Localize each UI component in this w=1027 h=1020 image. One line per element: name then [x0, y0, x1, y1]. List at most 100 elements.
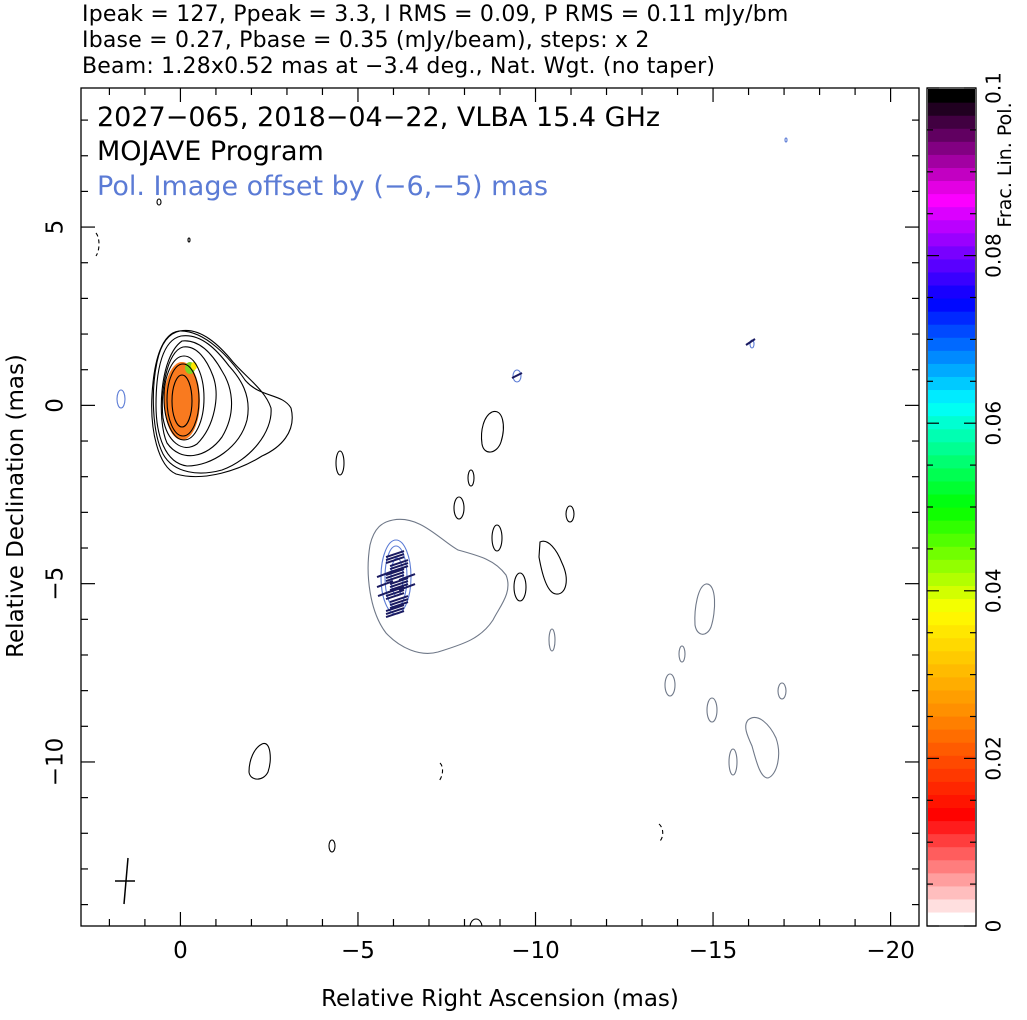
colorbar-step — [928, 337, 975, 351]
evpa-stick — [385, 553, 405, 562]
noise-contour — [453, 496, 465, 520]
colorbar-step — [928, 716, 975, 730]
evpa-stick — [389, 601, 409, 610]
header-beam-line: Beam: 1.28x0.52 mas at −3.4 deg., Nat. W… — [82, 54, 716, 79]
colorbar-step — [928, 128, 975, 142]
colorbar-step — [928, 846, 975, 861]
colorbar-step — [928, 885, 975, 900]
y-axis-label: Relative Declination (mas) — [3, 354, 29, 658]
plot-subtitle: MOJAVE Program — [97, 136, 324, 167]
colorbar-step — [928, 624, 975, 639]
colorbar-step — [928, 167, 975, 182]
colorbar-step — [928, 833, 975, 848]
colorbar-step — [928, 898, 975, 913]
x-tick-label: 0 — [173, 938, 188, 964]
noise-contour — [95, 232, 100, 257]
colorbar-step — [928, 585, 975, 600]
noise-contour — [538, 540, 567, 595]
colorbar-step — [928, 781, 975, 795]
noise-contour — [467, 469, 475, 487]
noise-contour — [513, 572, 527, 602]
noise-contour — [335, 450, 345, 476]
colorbar-step — [928, 533, 975, 547]
colorbar-step — [928, 245, 975, 260]
colorbar-step — [928, 441, 975, 456]
colorbar — [928, 89, 975, 926]
core-contour — [171, 374, 193, 428]
plot-title: 2027−065, 2018−04−22, VLBA 15.4 GHz — [97, 102, 661, 133]
noise-contour — [658, 823, 664, 843]
colorbar-step — [928, 284, 975, 299]
evpa-stick — [389, 595, 409, 604]
evpa-stick — [385, 607, 405, 616]
core-contour — [152, 329, 272, 474]
noise-contour — [328, 839, 336, 853]
pol-noise-contour — [784, 137, 788, 143]
colorbar-step — [928, 807, 975, 822]
x-tick-label: −5 — [341, 938, 375, 964]
noise-contour — [156, 198, 162, 206]
colorbar-step — [928, 702, 975, 717]
evpa-stick — [376, 570, 394, 579]
y-tick-label: −10 — [43, 738, 69, 787]
colorbar-label: Frac. Lin. Pol. — [994, 102, 1016, 228]
pol-offset-note: Pol. Image offset by (−6,−5) mas — [97, 171, 549, 202]
jet-contour — [151, 330, 293, 478]
colorbar-step — [928, 376, 975, 391]
colorbar-step — [928, 559, 975, 573]
colorbar-step — [928, 193, 975, 208]
offset-noise-contour — [664, 673, 676, 697]
colorbar-step — [928, 180, 975, 195]
core-pol-edge-yellow — [191, 362, 197, 370]
x-tick-label: −15 — [689, 938, 738, 964]
core-contour — [155, 335, 249, 467]
colorbar-step — [928, 389, 975, 404]
colorbar-step — [928, 689, 975, 704]
colorbar-step — [928, 768, 975, 782]
offset-noise-contour — [777, 682, 787, 700]
evpa-stick — [385, 556, 405, 565]
evpa-stick — [376, 580, 394, 589]
colorbar-step — [928, 637, 975, 652]
evpa-stick — [377, 589, 395, 598]
offset-noise-contour — [706, 697, 718, 723]
evpa-stick — [389, 562, 409, 571]
colorbar-step — [928, 415, 975, 430]
colorbar-tick-label: 0.02 — [982, 736, 1006, 781]
evpa-stick — [385, 568, 405, 577]
noise-contour — [565, 505, 575, 523]
header-stats-line: Ipeak = 127, Ppeak = 3.3, I RMS = 0.09, … — [82, 2, 789, 27]
colorbar-step — [928, 755, 975, 769]
colorbar-step — [928, 89, 975, 103]
evpa-stick — [385, 589, 405, 598]
noise-contour — [116, 389, 126, 409]
colorbar-step — [928, 115, 975, 129]
evpa-stick — [385, 592, 405, 601]
colorbar-tick-label: 0 — [982, 920, 1006, 933]
colorbar-step — [928, 729, 975, 743]
colorbar-step — [928, 454, 975, 469]
colorbar-step — [928, 611, 975, 626]
colorbar-step — [928, 493, 975, 508]
offset-jet-contour — [367, 518, 509, 654]
core-contour — [161, 346, 217, 448]
core-pol-fill — [164, 362, 200, 440]
colorbar-step — [928, 598, 975, 613]
x-tick-label: −10 — [511, 938, 560, 964]
colorbar-step — [928, 480, 975, 495]
colorbar-step — [928, 324, 975, 338]
colorbar-tick-label: 0.08 — [982, 233, 1006, 278]
colorbar-step — [928, 507, 975, 521]
core-contour — [163, 355, 205, 441]
evpa-stick — [511, 372, 523, 379]
evpa-stick — [389, 583, 409, 592]
x-axis-label: Relative Right Ascension (mas) — [321, 986, 679, 1012]
offset-noise-contour — [694, 583, 716, 635]
colorbar-tick-label: 0.06 — [982, 401, 1006, 446]
noise-contour — [512, 369, 522, 383]
colorbar-step — [928, 676, 975, 691]
colorbar-step — [928, 402, 975, 417]
colorbar-step — [928, 154, 975, 168]
colorbar-tick-label: 0.04 — [982, 569, 1006, 614]
colorbar-tick-label: 0.1 — [982, 72, 1006, 104]
